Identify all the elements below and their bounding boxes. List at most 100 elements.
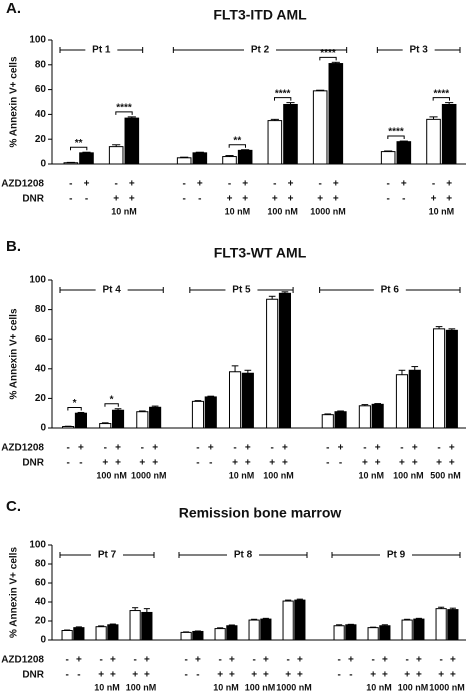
dnr-sign: +	[382, 670, 388, 681]
dnr-sign: +	[232, 458, 238, 469]
dnr-sign: -	[198, 194, 201, 205]
azd-sign: +	[144, 655, 150, 666]
group-label: Pt 1	[92, 45, 111, 56]
bar	[445, 329, 458, 429]
azd-sign: +	[288, 179, 294, 190]
significance-label: ****	[434, 88, 450, 99]
group-label: Pt 4	[102, 285, 121, 296]
azd-sign: +	[412, 443, 418, 454]
bar	[435, 608, 447, 641]
group-label: Pt 8	[234, 550, 253, 561]
azd-sign: -	[270, 443, 273, 454]
concentration-label: 100 nM	[245, 682, 276, 692]
significance-label: *	[73, 398, 77, 409]
bar	[408, 369, 421, 429]
dnr-sign: +	[102, 458, 108, 469]
azd-sign: -	[326, 443, 329, 454]
concentration-label: 10 nM	[225, 206, 251, 216]
group-label-bg	[227, 549, 259, 561]
significance-bracket	[228, 144, 246, 148]
bar	[294, 599, 306, 641]
bar	[73, 627, 85, 641]
azd-sign: -	[337, 655, 340, 666]
concentration-label: 10 nM	[213, 682, 239, 692]
concentration-label: 10 nM	[229, 470, 255, 480]
group-label-bg	[373, 284, 406, 296]
azd-sign: +	[78, 443, 84, 454]
y-tick-label: 40	[35, 363, 47, 374]
azd-sign: -	[363, 443, 366, 454]
group-label: Pt 6	[381, 285, 400, 296]
azd-sign: +	[197, 179, 203, 190]
y-tick-label: 60	[35, 334, 47, 345]
azd-sign: -	[65, 655, 68, 666]
bar	[345, 624, 357, 641]
significance-label: ****	[275, 88, 291, 99]
group-label-bg	[95, 284, 128, 296]
concentration-label: 100 nM	[126, 682, 157, 692]
bar	[267, 120, 283, 165]
bar	[333, 625, 345, 641]
dnr-sign: +	[242, 194, 248, 205]
azd-sign: -	[141, 443, 144, 454]
significance-bracket	[70, 146, 88, 151]
dnr-sign: +	[110, 670, 116, 681]
azd-sign: +	[382, 655, 388, 666]
bar	[312, 90, 328, 165]
azd-sign: +	[129, 179, 135, 190]
bar	[61, 630, 73, 641]
dnr-sign: -	[66, 458, 69, 469]
azd-sign: +	[375, 443, 381, 454]
dnr-sign: +	[129, 194, 135, 205]
dnr-sign: +	[362, 458, 368, 469]
azd-sign: -	[439, 655, 442, 666]
bar	[283, 103, 298, 165]
dnr-sign: -	[209, 458, 212, 469]
dnr-sign: +	[404, 670, 410, 681]
azd-sign: -	[273, 179, 276, 190]
bar	[99, 423, 112, 429]
dnr-sign: +	[449, 458, 455, 469]
azd-sign: +	[110, 655, 116, 666]
concentration-label: 100 nM	[263, 470, 294, 480]
bar	[237, 149, 253, 165]
concentration-label: 1000 nM	[276, 682, 312, 692]
y-axis-label: % Annexin V+ cells	[9, 547, 20, 638]
dnr-sign: +	[227, 194, 233, 205]
dnr-sign: -	[402, 194, 405, 205]
significance-label: **	[233, 135, 241, 146]
significance-bracket	[274, 97, 292, 101]
significance-bracket	[319, 56, 337, 61]
panel-label: C.	[6, 498, 21, 515]
y-tick-label: 80	[35, 559, 47, 570]
azd-sign: -	[319, 179, 322, 190]
azd-sign: +	[338, 443, 344, 454]
bar	[204, 396, 217, 429]
dnr-sign: -	[326, 458, 329, 469]
dnr-sign: +	[288, 194, 294, 205]
dnr-sign: +	[132, 670, 138, 681]
dnr-sign: -	[85, 194, 88, 205]
group-label-bg	[402, 44, 435, 56]
group-label-bg	[244, 44, 276, 56]
concentration-label: 100 nM	[267, 206, 298, 216]
row-label: DNR	[22, 458, 44, 469]
bar	[328, 63, 344, 165]
significance-label: ****	[388, 127, 404, 138]
bar	[447, 609, 459, 641]
concentration-label: 100 nM	[393, 470, 424, 480]
dnr-sign: -	[349, 670, 352, 681]
bar	[222, 156, 237, 165]
y-tick-label: 100	[29, 275, 46, 286]
bar	[371, 403, 384, 429]
azd-sign: +	[401, 179, 407, 190]
bar	[358, 405, 371, 429]
dnr-sign: +	[113, 194, 119, 205]
bar	[248, 619, 260, 641]
azd-sign: +	[446, 179, 452, 190]
bar	[63, 162, 79, 165]
y-tick-label: 20	[35, 134, 47, 145]
dnr-sign: +	[98, 670, 104, 681]
azd-sign: +	[76, 655, 82, 666]
azd-sign: +	[263, 655, 269, 666]
